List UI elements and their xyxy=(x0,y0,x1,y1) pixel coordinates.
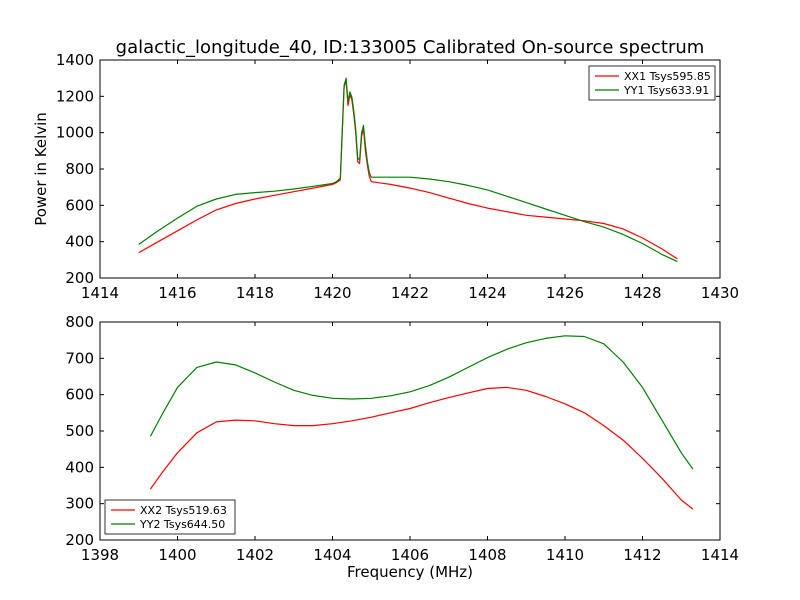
x-tick-label: 1412 xyxy=(623,546,661,564)
x-tick-label: 1428 xyxy=(623,284,661,302)
y-tick-label: 800 xyxy=(65,160,94,178)
y-tick-label: 400 xyxy=(65,233,94,251)
legend-label: XX1 Tsys595.85 xyxy=(624,70,711,83)
x-tick-label: 1416 xyxy=(158,284,196,302)
y-axis-label: Power in Kelvin xyxy=(32,112,50,226)
y-tick-label: 1400 xyxy=(56,51,94,69)
x-tick-label: 1406 xyxy=(391,546,429,564)
y-tick-label: 600 xyxy=(65,386,94,404)
x-tick-label: 1420 xyxy=(313,284,351,302)
legend-box xyxy=(104,499,236,535)
x-tick-label: 1418 xyxy=(236,284,274,302)
legend-label: XX2 Tsys519.63 xyxy=(140,504,227,517)
x-tick-label: 1424 xyxy=(468,284,506,302)
bottom-spectrum-plot: 1398 1400 1402 1404 1406 1408 1410 1412 1414 200 3… xyxy=(65,313,739,581)
x-tick-label: 1402 xyxy=(236,546,274,564)
y-tick-label: 200 xyxy=(65,269,94,287)
legend-label: YY1 Tsys633.91 xyxy=(623,84,709,97)
y-tick-label: 500 xyxy=(65,422,94,440)
top-spectrum-plot: 1414 1416 1418 1420 1422 1424 1426 1428 1430 200 4… xyxy=(32,51,739,302)
x-tick-label: 1422 xyxy=(391,284,429,302)
x-tick-label: 1430 xyxy=(701,284,739,302)
x-tick-label: 1410 xyxy=(546,546,584,564)
y-tick-label: 800 xyxy=(65,313,94,331)
series-line-2-2 xyxy=(149,335,694,470)
x-tick-label: 1404 xyxy=(313,546,351,564)
chart-title: galactic_longitude_40, ID:133005 Calibra… xyxy=(116,37,705,58)
y-tick-label: 400 xyxy=(65,458,94,476)
y-tick-label: 1200 xyxy=(56,87,94,105)
x-axis-label: Frequency (MHz) xyxy=(347,563,473,581)
x-tick-label: 1400 xyxy=(158,546,196,564)
legend-box xyxy=(588,65,716,101)
y-tick-label: 200 xyxy=(65,531,94,549)
y-tick-label: 700 xyxy=(65,349,94,367)
series-line-1-2 xyxy=(138,77,678,263)
y-tick-label: 600 xyxy=(65,196,94,214)
x-tick-label: 1414 xyxy=(81,284,119,302)
x-tick-label: 1414 xyxy=(701,546,739,564)
legend-label: YY2 Tsys644.50 xyxy=(139,518,225,531)
x-tick-label: 1398 xyxy=(81,546,119,564)
x-tick-label: 1408 xyxy=(468,546,506,564)
series-line-2-1 xyxy=(149,386,694,510)
y-tick-label: 300 xyxy=(65,495,94,513)
y-tick-label: 1000 xyxy=(56,124,94,142)
x-tick-label: 1426 xyxy=(546,284,584,302)
